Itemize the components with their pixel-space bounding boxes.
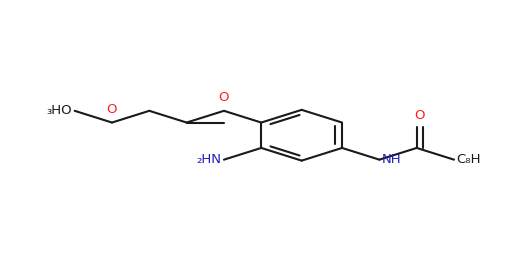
Text: O: O (107, 103, 117, 116)
Text: O: O (415, 109, 425, 122)
Text: NH: NH (382, 153, 402, 166)
Text: ₃HO: ₃HO (47, 104, 72, 117)
Text: ₂HN: ₂HN (196, 153, 222, 166)
Text: C₈H: C₈H (457, 153, 481, 166)
Text: O: O (219, 91, 229, 104)
